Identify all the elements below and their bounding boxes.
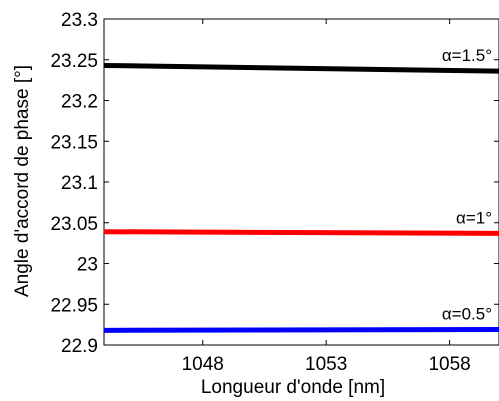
y-axis-ticks: 22.9 22.95 23 23.05 23.1 23.15 23.2 23.25 23.3	[50, 10, 499, 357]
series-labels: α=1.5° α=1° α=0.5°	[442, 46, 492, 323]
y-tick-label: 23.3	[61, 10, 98, 31]
x-axis-ticks: 1048 1053 1058	[182, 19, 471, 375]
y-axis-label: Angle d'accord de phase [°]	[12, 65, 33, 297]
x-tick-label: 1053	[305, 354, 347, 375]
series-label-2: α=0.5°	[442, 305, 492, 324]
series-layer	[103, 62, 499, 333]
y-tick-label: 23.1	[61, 173, 98, 194]
y-tick-label: 23.05	[50, 214, 98, 235]
series-label-1: α=1°	[456, 208, 492, 227]
y-tick-label: 23.15	[50, 132, 98, 153]
series-label-0: α=1.5°	[442, 46, 492, 65]
y-tick-label: 23	[77, 255, 98, 276]
y-tick-label: 23.2	[61, 92, 98, 113]
x-axis-label: Longueur d'onde [nm]	[201, 377, 385, 398]
x-tick-label: 1048	[182, 354, 224, 375]
y-tick-label: 23.25	[50, 51, 98, 72]
series-line-0	[103, 62, 499, 74]
x-tick-label: 1058	[428, 354, 470, 375]
y-tick-label: 22.95	[50, 295, 98, 316]
series-line-1	[103, 229, 499, 236]
series-line-2	[103, 327, 499, 333]
plot-area	[103, 18, 499, 346]
y-tick-label: 22.9	[61, 336, 98, 357]
plot-frame	[103, 18, 499, 346]
